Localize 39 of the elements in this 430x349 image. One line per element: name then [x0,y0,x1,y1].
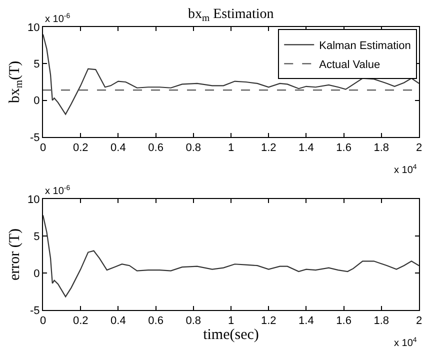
x-tick-label: 1.6 [336,142,352,154]
x-tick-label: 1.6 [336,315,352,328]
y-tick-label: 0 [34,268,40,280]
x-tick-label: 0.8 [186,142,202,154]
x-axis-title: time(sec) [203,327,259,344]
x-tick-label: 1 [228,315,234,328]
text: x 10$^{-6}$ [45,185,70,198]
y-tick-label: 10 [28,22,40,34]
x-tick-label: 0.2 [72,315,88,328]
text: x 10$^{-6}$ [45,13,70,26]
x-tick-label: 1 [228,142,234,154]
legend-label: Actual Value [319,58,380,71]
text: x 10$^{4}$ [394,337,417,349]
y-tick-label: 5 [34,230,40,243]
x-tick-label: 0.6 [148,315,164,328]
x-tick-label: 0.4 [110,142,126,154]
y-tick-label: -5 [30,304,40,317]
x-tick-label: 2 [416,315,422,328]
text: x 10$^{4}$ [394,164,417,176]
x-tick-label: 1.8 [374,142,390,154]
chart-title: bx$_{m}$ Estimation [188,7,274,24]
y-tick-label: 10 [28,194,40,206]
x-tick-label: 2 [416,142,422,154]
x-tick-label: 1.4 [298,315,314,328]
line-series [43,34,419,115]
y-tick-label: 0 [34,95,40,108]
x-tick-label: 1.4 [298,142,314,154]
y-tick-label: 5 [34,58,40,71]
y-tick-label: -5 [30,132,40,144]
x-tick-label: 0.6 [148,142,164,154]
x-tick-label: 0.8 [186,315,202,328]
x-tick-label: 1.2 [260,142,276,154]
y-axis-title: error (T) [6,228,23,281]
legend-label: Kalman Estimation [319,40,411,52]
x-tick-label: 1.2 [260,315,276,328]
x-tick-label: 0.2 [72,142,88,154]
line-series [43,214,419,298]
x-tick-label: 0.4 [110,315,126,328]
x-tick-label: 1.8 [374,315,390,328]
